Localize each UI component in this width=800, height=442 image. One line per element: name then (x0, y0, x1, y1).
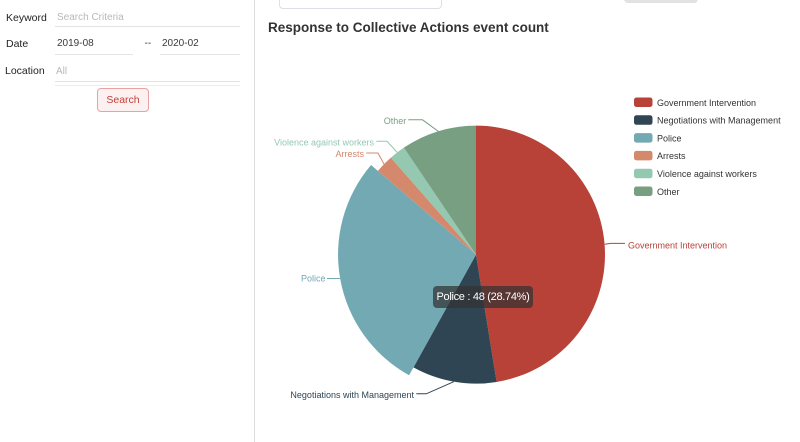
svg-text:Arrests: Arrests (335, 149, 364, 159)
svg-text:Other: Other (384, 116, 407, 126)
svg-text:Government Intervention: Government Intervention (657, 98, 756, 108)
svg-text:Police: Police (657, 133, 682, 143)
svg-text:Arrests: Arrests (657, 151, 686, 161)
svg-text:Government Intervention: Government Intervention (628, 240, 727, 250)
svg-text:Violence against workers: Violence against workers (657, 169, 757, 179)
svg-text:Negotiations with Management: Negotiations with Management (290, 390, 414, 400)
svg-text:Negotiations with Management: Negotiations with Management (657, 116, 781, 126)
svg-text:Violence against workers: Violence against workers (274, 137, 374, 147)
svg-text:Police: Police (301, 274, 326, 284)
svg-text:Other: Other (657, 187, 680, 197)
